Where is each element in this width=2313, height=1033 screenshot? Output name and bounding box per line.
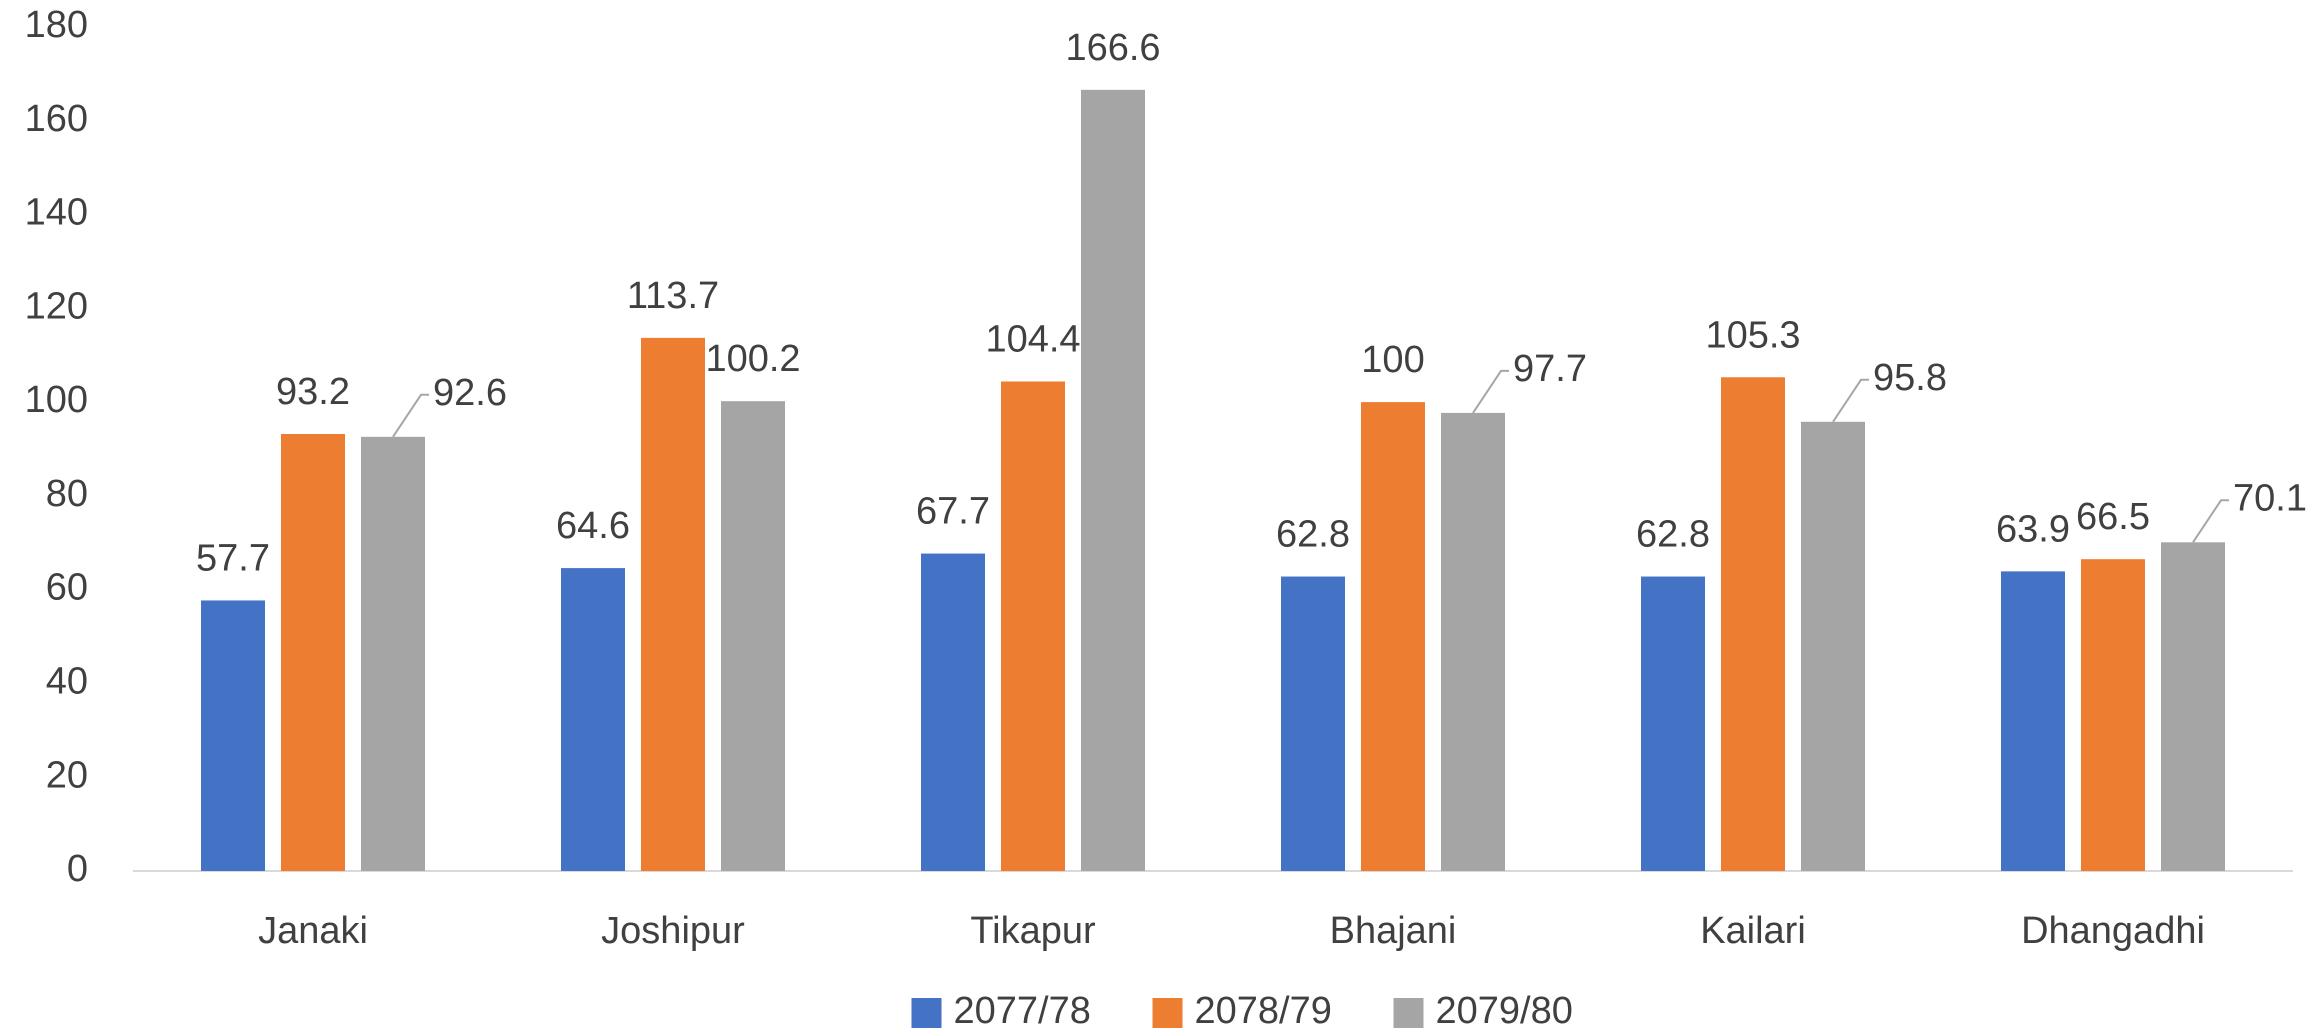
y-tick-label: 20 (46, 754, 88, 796)
x-tick-label: Janaki (258, 910, 368, 952)
bar (1361, 402, 1425, 871)
bar (721, 401, 785, 871)
data-label: 95.8 (1873, 357, 1947, 399)
legend-label: 2079/80 (1436, 990, 1573, 1032)
bar (1281, 576, 1345, 871)
data-label: 67.7 (916, 491, 990, 533)
x-tick-label: Dhangadhi (2021, 910, 2205, 952)
data-label: 97.7 (1513, 348, 1587, 390)
legend-label: 2077/78 (954, 990, 1091, 1032)
bar (281, 433, 345, 871)
bar (561, 568, 625, 871)
data-label: 70.1 (2233, 477, 2307, 519)
x-tick-label: Tikapur (970, 910, 1096, 952)
bar (1641, 576, 1705, 871)
leader-line (1832, 378, 1869, 423)
y-tick-label: 180 (25, 4, 88, 46)
bar (1081, 89, 1145, 871)
legend-swatch (1393, 998, 1424, 1028)
data-label: 62.8 (1636, 514, 1710, 556)
data-label: 166.6 (1065, 27, 1160, 69)
data-label: 105.3 (1705, 314, 1800, 356)
data-label: 92.6 (433, 372, 507, 414)
x-tick-label: Kailari (1700, 910, 1806, 952)
bar (201, 600, 265, 871)
bar (921, 553, 985, 871)
y-tick-label: 0 (67, 848, 88, 890)
data-label: 64.6 (556, 505, 630, 547)
data-label: 93.2 (276, 371, 350, 413)
x-tick-label: Joshipur (601, 910, 745, 952)
bar (641, 337, 705, 872)
legend-label: 2078/79 (1195, 990, 1332, 1032)
data-label: 57.7 (196, 537, 270, 579)
bar (2161, 542, 2225, 871)
legend-swatch (1152, 998, 1183, 1028)
bar (2001, 571, 2065, 871)
y-tick-label: 160 (25, 98, 88, 140)
data-label: 66.5 (2076, 496, 2150, 538)
y-tick-label: 140 (25, 192, 88, 234)
y-tick-label: 60 (46, 567, 88, 609)
bar (2081, 559, 2145, 871)
bar (1801, 421, 1865, 871)
bar (361, 436, 425, 871)
y-tick-label: 40 (46, 660, 88, 702)
x-tick-label: Bhajani (1330, 910, 1457, 952)
data-label: 113.7 (627, 275, 719, 317)
data-label: 100.2 (705, 338, 800, 380)
y-tick-label: 120 (25, 285, 88, 327)
leader-line (2192, 499, 2229, 543)
data-label: 63.9 (1996, 508, 2070, 550)
y-tick-label: 100 (25, 379, 88, 421)
leader-line (1472, 369, 1509, 414)
data-label: 104.4 (985, 319, 1080, 361)
legend-swatch (911, 998, 942, 1028)
bar (1721, 377, 1785, 871)
data-label: 62.8 (1276, 514, 1350, 556)
leader-line (392, 393, 429, 438)
bar (1441, 412, 1505, 871)
y-tick-label: 80 (46, 473, 88, 515)
bar (1001, 381, 1065, 871)
data-label: 100 (1361, 339, 1424, 381)
